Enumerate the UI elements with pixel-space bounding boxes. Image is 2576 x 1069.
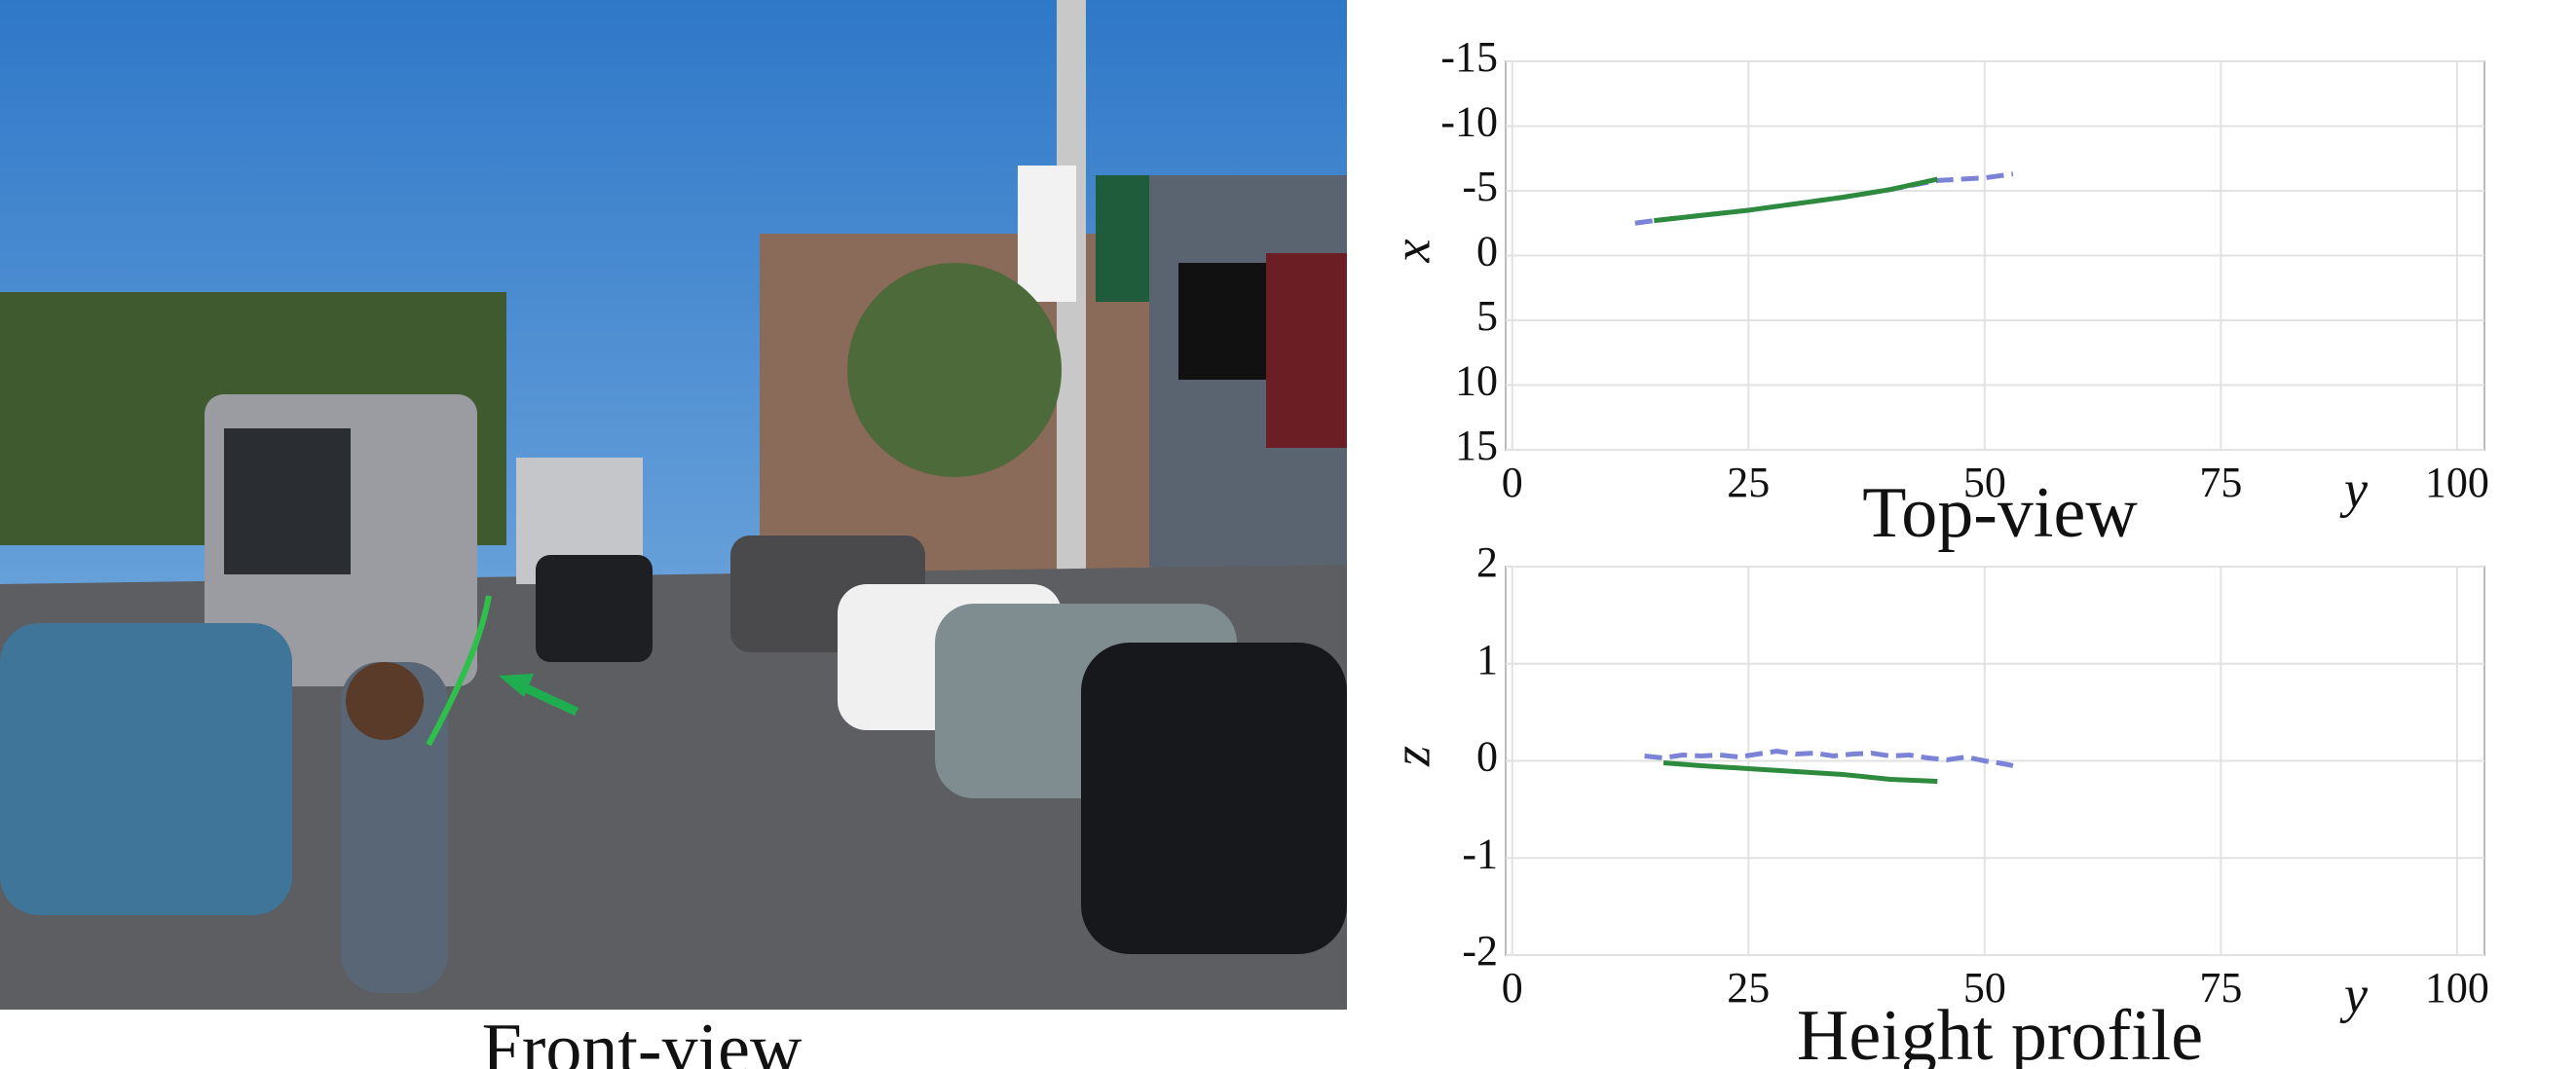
y-tick-label: 1 (1476, 636, 1498, 683)
x-axis-label: y (2339, 965, 2368, 1023)
x-axis-label: y (2339, 460, 2368, 518)
y-axis-label: z (1382, 746, 1440, 767)
y-tick-label: -1 (1462, 829, 1498, 877)
y-tick-label: -5 (1462, 163, 1498, 210)
series-line (1662, 760, 1938, 784)
y-tick-label: -2 (1462, 927, 1498, 975)
y-tick-label: 10 (1455, 357, 1498, 405)
x-tick-label: 0 (1502, 459, 1523, 506)
x-tick-label: 100 (2425, 964, 2489, 1012)
chart-title: Top-view (1862, 473, 2138, 553)
series-line (1644, 748, 2014, 768)
x-tick-label: 25 (1727, 459, 1770, 506)
x-tick-label: 50 (1963, 964, 2006, 1012)
y-tick-label: 5 (1476, 292, 1498, 340)
series-line (1654, 176, 1938, 224)
x-tick-label: 100 (2425, 459, 2489, 506)
x-tick-label: 50 (1963, 459, 2006, 506)
x-tick-label: 25 (1727, 964, 1770, 1012)
y-tick-label: 15 (1455, 422, 1498, 469)
chart-title: Height profile (1797, 996, 2203, 1069)
front-view-photo (0, 0, 1347, 1010)
y-tick-label: 0 (1476, 733, 1498, 781)
photo-caption: Front-view (482, 1010, 803, 1069)
y-tick-label: -15 (1440, 33, 1498, 81)
x-tick-label: 75 (2199, 459, 2242, 506)
y-tick-label: 2 (1476, 538, 1498, 586)
y-axis-label: x (1382, 239, 1440, 263)
y-tick-label: -10 (1440, 98, 1498, 146)
y-tick-label: 0 (1476, 228, 1498, 276)
x-tick-label: 0 (1502, 964, 1523, 1012)
x-tick-label: 75 (2199, 964, 2242, 1012)
